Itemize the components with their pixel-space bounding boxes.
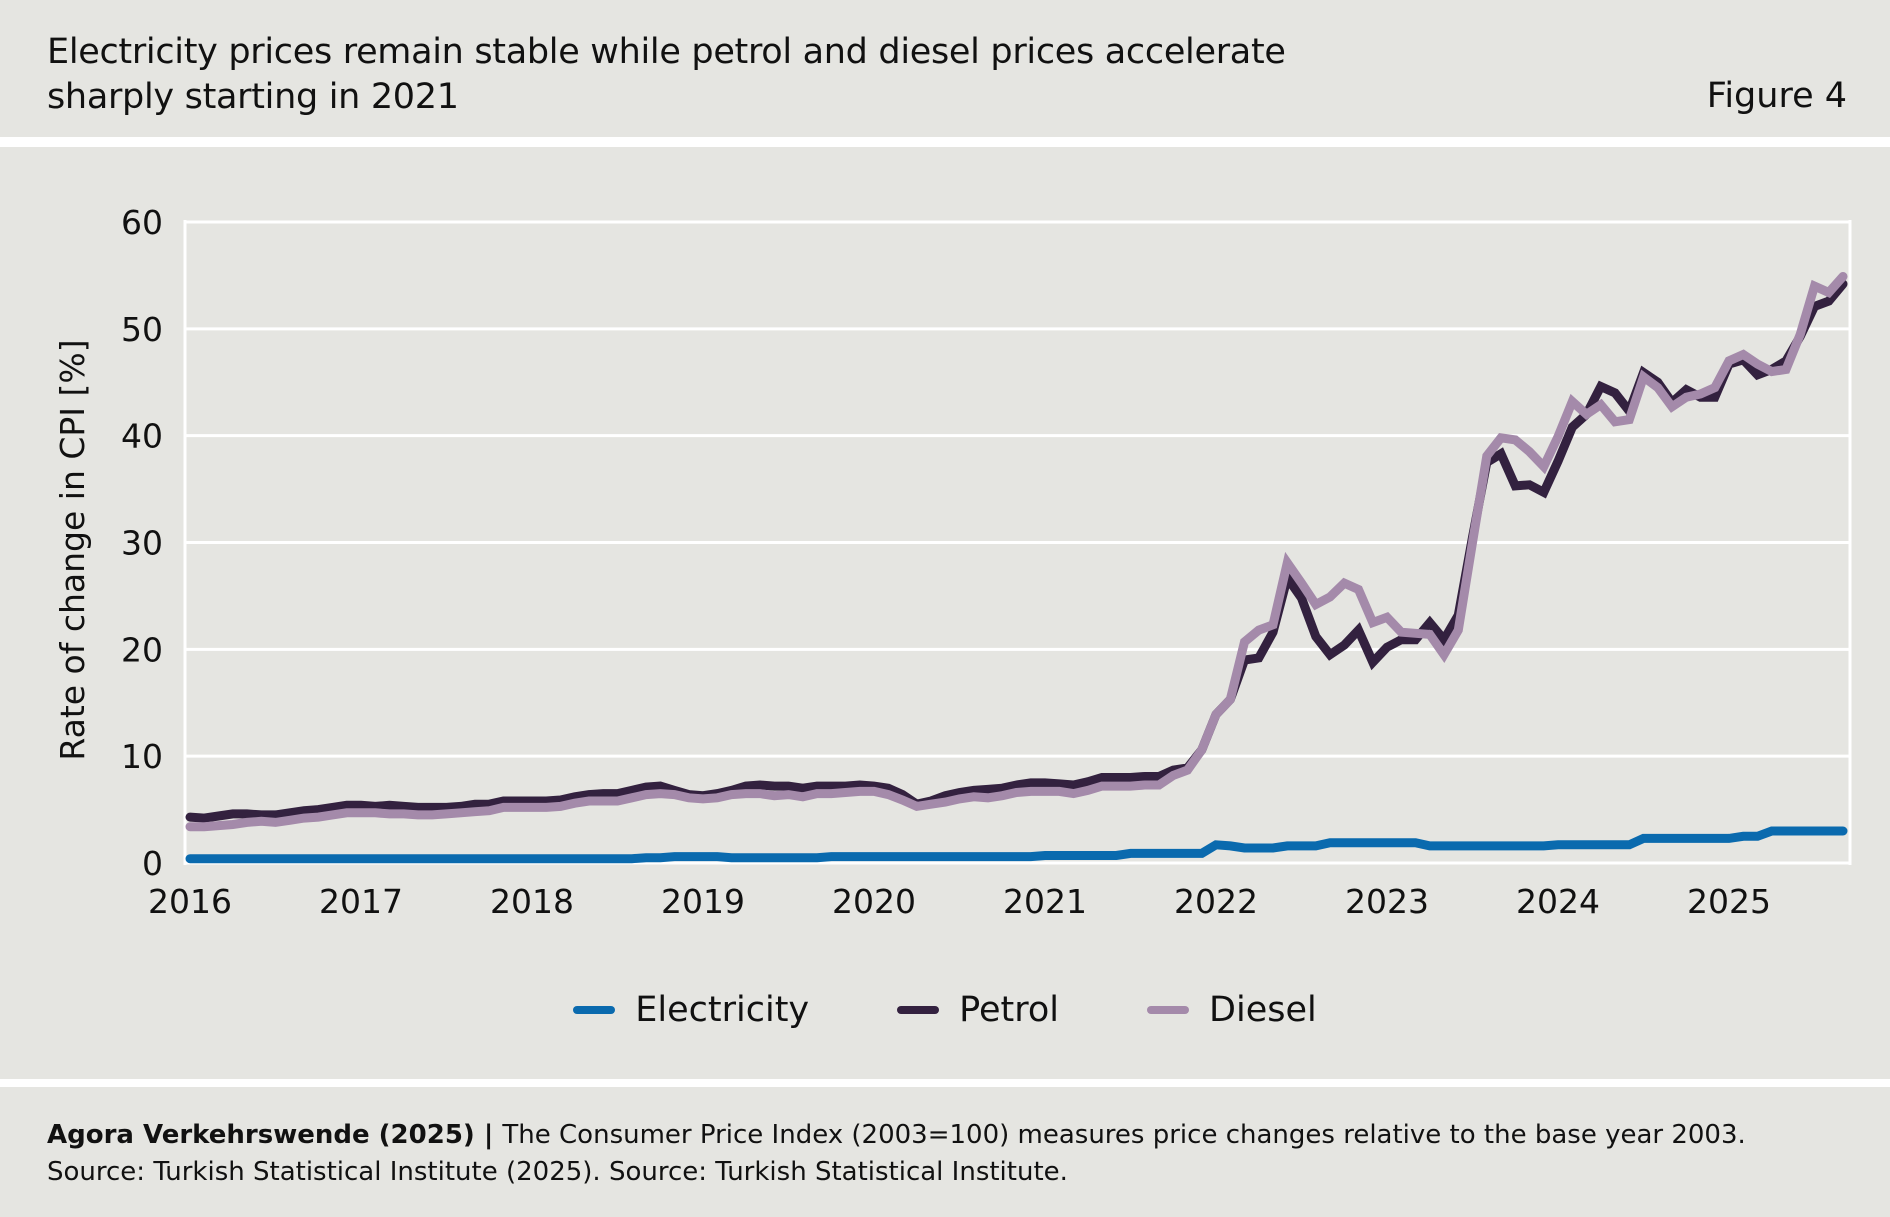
legend-swatch-diesel (1147, 1006, 1190, 1014)
gridlines (183, 220, 1852, 865)
chart-title-line-2: sharply starting in 2021 (47, 77, 459, 117)
y-tick-label: 30 (121, 524, 163, 563)
y-axis-title: Rate of change in CPI [%] (53, 339, 92, 760)
y-tick-label: 20 (121, 630, 163, 669)
y-tick-label: 10 (121, 737, 163, 776)
x-tick-label: 2024 (1516, 882, 1600, 921)
x-tick-label: 2025 (1687, 882, 1771, 921)
y-axis-tick-labels: 0 10 20 30 40 50 60 (121, 203, 163, 883)
series-lines (185, 272, 1848, 864)
footer-source-bold: Agora Verkehrswende (2025) | (47, 1120, 503, 1150)
legend-label-petrol: Petrol (959, 990, 1060, 1030)
x-tick-label: 2016 (148, 882, 232, 921)
footer: Agora Verkehrswende (2025) | The Consume… (47, 1117, 1746, 1191)
legend-item-petrol: Petrol (897, 990, 1059, 1030)
legend-label-diesel: Diesel (1209, 990, 1317, 1030)
legend-item-electricity: Electricity (573, 990, 809, 1030)
y-tick-label: 60 (121, 203, 163, 242)
y-tick-label: 0 (142, 844, 163, 883)
y-tick-label: 40 (121, 417, 163, 456)
y-tick-label: 50 (121, 310, 163, 349)
footer-divider (0, 1079, 1890, 1087)
x-tick-label: 2020 (832, 882, 916, 921)
series-line-petrol (185, 279, 1848, 823)
legend-swatch-petrol (897, 1006, 940, 1014)
header-divider (0, 137, 1890, 147)
series-line-diesel (185, 272, 1848, 832)
chart-title-line-1: Electricity prices remain stable while p… (47, 32, 1286, 72)
x-tick-label: 2022 (1174, 882, 1258, 921)
legend-item-diesel: Diesel (1147, 990, 1317, 1030)
x-axis-tick-labels: 2016 2017 2018 2019 2020 2021 2022 2023 2024 2025 (148, 882, 1771, 921)
footer-source-line: Source: Turkish Statistical Institute (2… (47, 1157, 1068, 1187)
x-tick-label: 2023 (1345, 882, 1429, 921)
legend-label-electricity: Electricity (635, 990, 810, 1030)
chart-title: Electricity prices remain stable while p… (47, 30, 1447, 120)
x-tick-label: 2017 (319, 882, 403, 921)
x-tick-label: 2021 (1003, 882, 1087, 921)
x-tick-label: 2019 (661, 882, 745, 921)
footer-note-line: Agora Verkehrswende (2025) | The Consume… (47, 1117, 1746, 1154)
header: Electricity prices remain stable while p… (0, 0, 1890, 137)
legend-swatch-electricity (573, 1006, 616, 1014)
x-tick-label: 2018 (490, 882, 574, 921)
series-line-electricity (185, 826, 1848, 864)
footer-note: The Consumer Price Index (2003=100) meas… (502, 1120, 1746, 1150)
legend: Electricity Petrol Diesel (0, 980, 1890, 1040)
figure-label: Figure 4 (1706, 76, 1847, 116)
